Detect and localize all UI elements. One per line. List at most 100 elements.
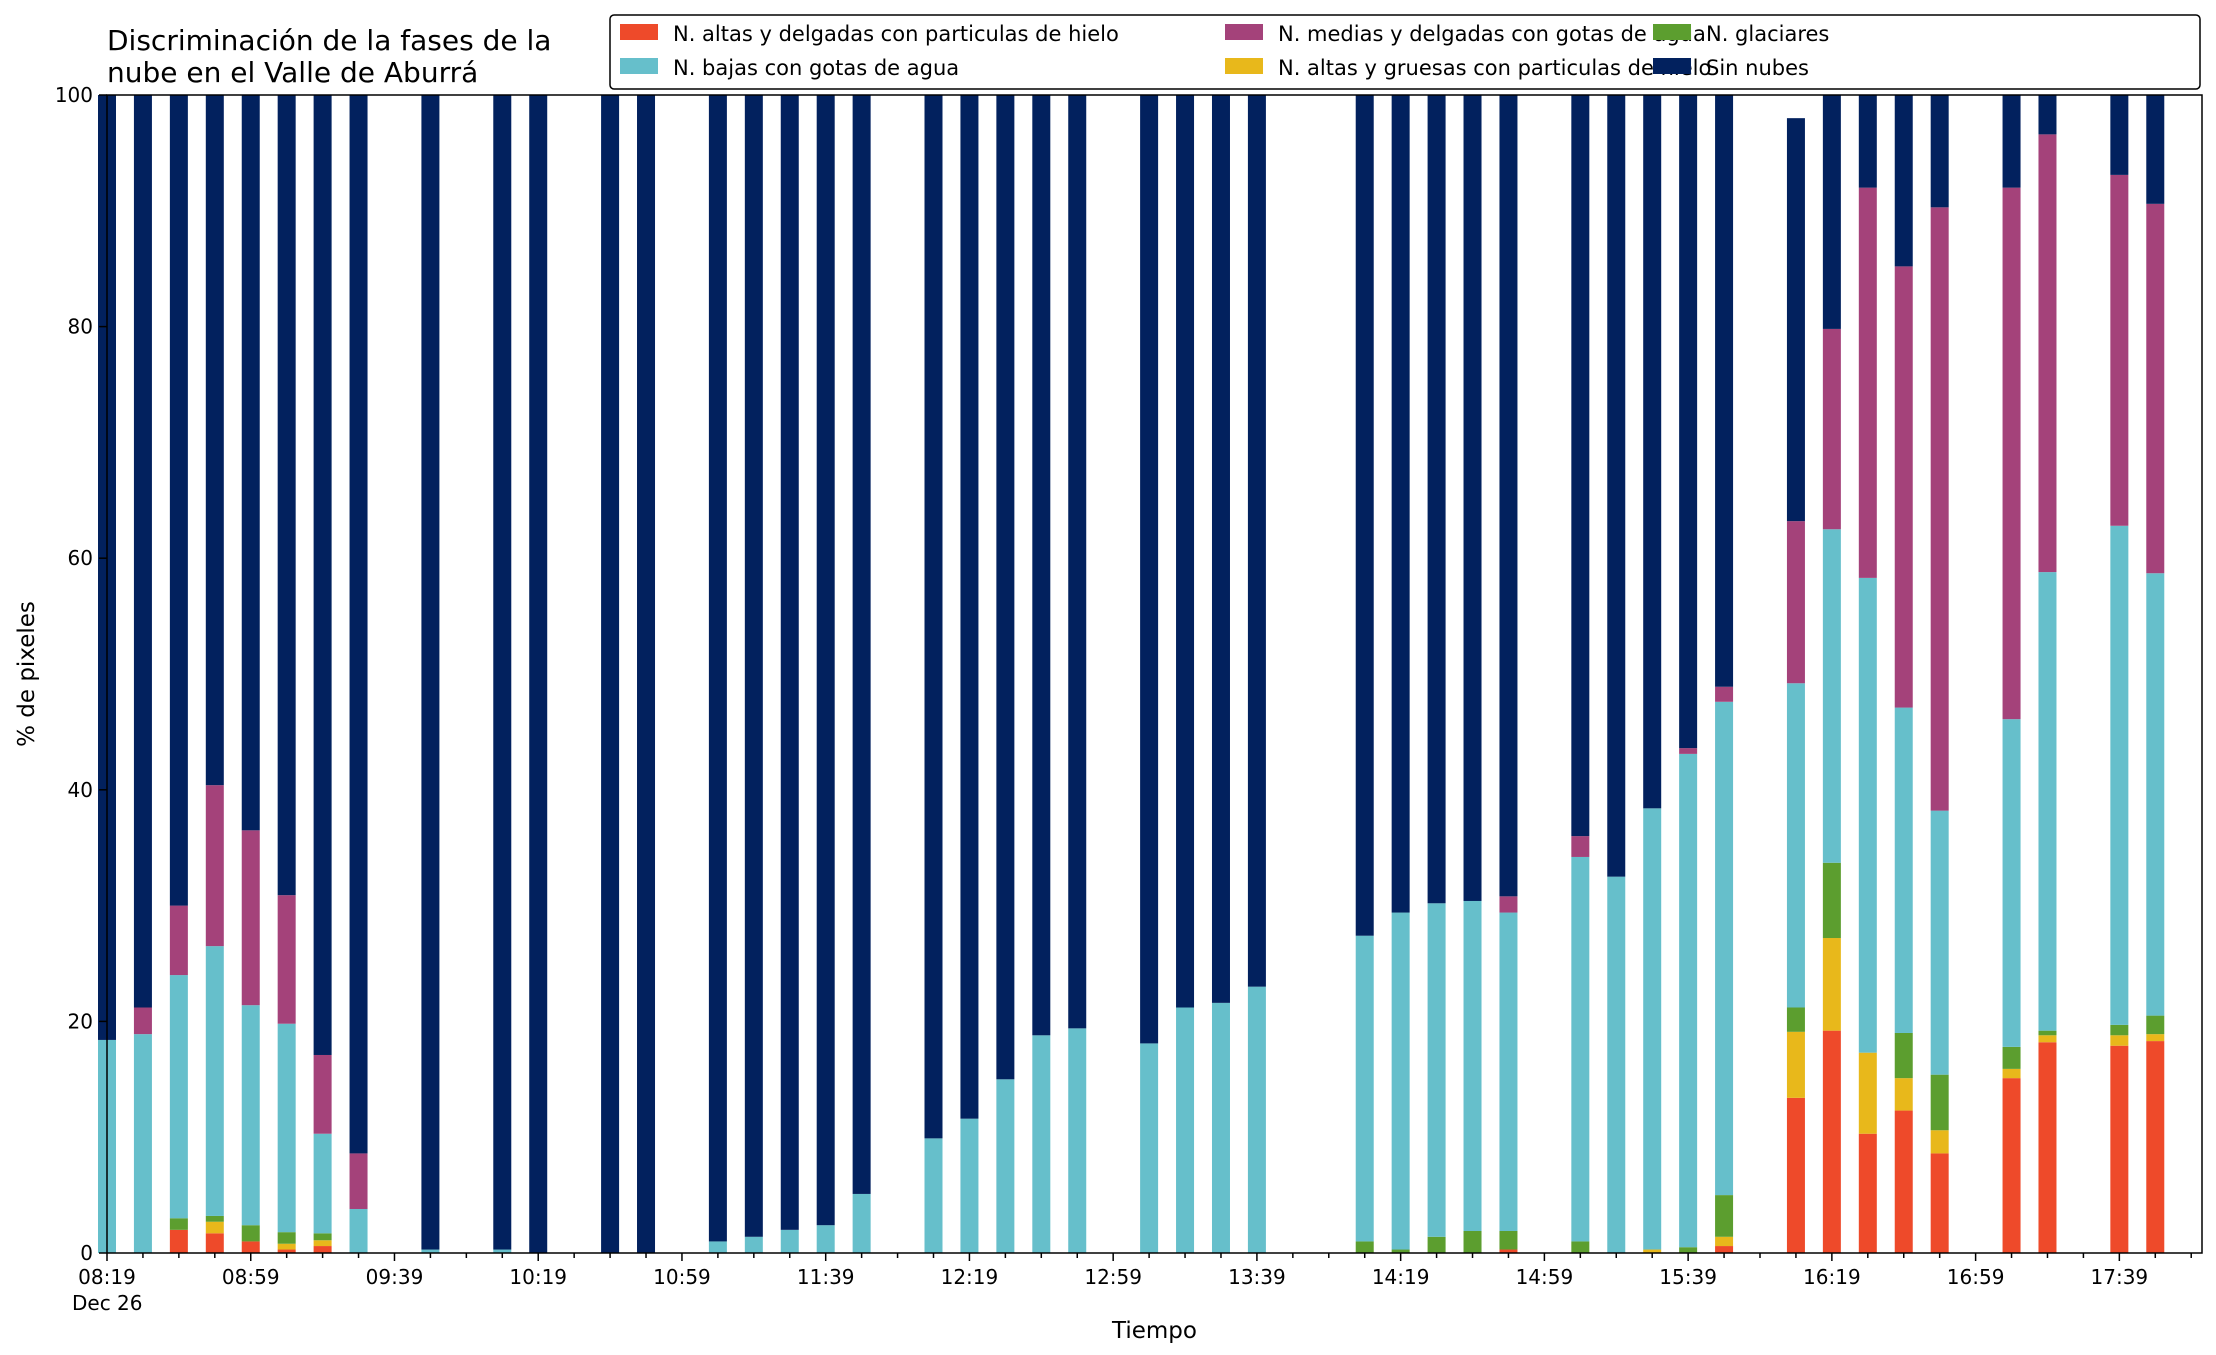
bar-segment [1679, 1247, 1698, 1253]
x-tick-label: 10:19 [509, 1265, 567, 1289]
bar-segment [1822, 529, 1841, 863]
bar-segment [2038, 95, 2057, 135]
bar-segment [1715, 1195, 1734, 1237]
bar-segment [349, 1209, 368, 1253]
legend-label: N. altas y delgadas con particulas de hi… [673, 22, 1119, 46]
bar-segment [1643, 808, 1662, 1250]
bar-segment [1715, 701, 1734, 1196]
x-tick-label: 08:19 [78, 1265, 136, 1289]
bar-segment [1032, 1035, 1051, 1253]
bar-segment [1355, 935, 1374, 1242]
bar-segment [1858, 95, 1877, 188]
bar-segment [169, 975, 188, 1219]
legend-swatch [620, 58, 658, 74]
bar-segment [2146, 1041, 2165, 1253]
bar-segment [1355, 95, 1374, 936]
bar-segment [780, 95, 799, 1230]
legend-label: N. medias y delgadas con gotas de agua [1278, 22, 1706, 46]
bar-segment [1894, 95, 1913, 267]
bar-segment [816, 1225, 835, 1253]
legend-label: N. bajas con gotas de agua [673, 56, 959, 80]
bar-segment [1499, 1231, 1518, 1250]
bar-segment [277, 1232, 296, 1244]
bar-segment [2110, 525, 2129, 1025]
bar-segment [1176, 1007, 1195, 1253]
bar-segment [1499, 95, 1518, 897]
y-tick-label: 40 [68, 778, 93, 802]
y-axis: 0 20 40 60 80 100 [55, 83, 107, 1265]
bar-segment [2146, 95, 2165, 204]
bar-segment [313, 1240, 332, 1247]
x-axis: 08:19 08:59 09:39 10:19 10:59 11:39 12:19 12:59… [72, 1253, 2192, 1315]
bar-segment [1247, 986, 1266, 1253]
bar-segment [1140, 95, 1159, 1044]
legend-swatch [1225, 58, 1263, 74]
bar-segment [1068, 95, 1087, 1029]
bar-segment [277, 895, 296, 1024]
x-tick-label: 14:19 [1372, 1265, 1430, 1289]
bar-segment [1679, 748, 1698, 754]
x-tick-label: 16:59 [1947, 1265, 2005, 1289]
bar-segment [1786, 1031, 1805, 1098]
bar-segment [241, 1241, 260, 1253]
bar-segment [1786, 521, 1805, 684]
bar-segment [2110, 174, 2129, 526]
bar-segment [2002, 1078, 2021, 1253]
x-axis-label: Tiempo [1111, 1318, 1197, 1344]
x-tick-label: 16:19 [1803, 1265, 1861, 1289]
bar-segment [1894, 266, 1913, 708]
bar-segment [1499, 912, 1518, 1231]
bar-segment [2002, 1046, 2021, 1069]
bar-segment [205, 95, 224, 786]
y-tick-label: 80 [68, 315, 93, 339]
bar-segment [1247, 95, 1266, 987]
bar-segment [852, 1193, 871, 1253]
legend-label: N. altas y gruesas con particulas de hie… [1278, 56, 1711, 80]
bar-segment [1032, 95, 1051, 1036]
x-tick-label: 10:59 [653, 1265, 711, 1289]
bar-segment [1822, 95, 1841, 329]
bar-segment [205, 1221, 224, 1234]
bar-segment [1715, 95, 1734, 687]
bar-segment [744, 95, 763, 1237]
bar-segment [1894, 1032, 1913, 1079]
bar-segment [205, 785, 224, 947]
bar-segment [1715, 1236, 1734, 1247]
y-tick-label: 20 [68, 1009, 93, 1033]
bar-segment [1607, 95, 1626, 877]
bar-segment [708, 95, 727, 1242]
bar-segment [1822, 328, 1841, 530]
bar-segment [133, 95, 152, 1008]
bar-segment [133, 1034, 152, 1253]
bar-segment [313, 1054, 332, 1134]
bar-segment [1607, 876, 1626, 1253]
bar-segment [1427, 1236, 1446, 1253]
bar-segment [1068, 1028, 1087, 1253]
bar-segment [1822, 1030, 1841, 1253]
bar-segment [1427, 95, 1446, 904]
bar-segment [1391, 912, 1410, 1250]
legend-item: N. altas y delgadas con particulas de hi… [620, 22, 1119, 46]
bar-segment [852, 95, 871, 1194]
bar-segment [2002, 95, 2021, 188]
bar-segment [241, 1005, 260, 1226]
bar-segment [2002, 1068, 2021, 1079]
bar-segment [2038, 572, 2057, 1031]
bar-segment [1822, 862, 1841, 939]
legend: N. altas y delgadas con particulas de hi… [609, 14, 2201, 90]
bar-segment [960, 1118, 979, 1253]
bar-segment [1786, 118, 1805, 522]
bar-segment [1427, 903, 1446, 1237]
bar-segment [924, 95, 943, 1139]
bar-segment [780, 1229, 799, 1253]
bar-segment [1571, 856, 1590, 1242]
bar-segment [529, 95, 548, 1253]
x-tick-label: 12:59 [1084, 1265, 1142, 1289]
bar-segment [313, 95, 332, 1055]
legend-box [609, 14, 2201, 90]
bar-segment [637, 95, 656, 1253]
y-tick-label: 100 [55, 83, 93, 107]
bar-segment [2038, 1030, 2057, 1036]
